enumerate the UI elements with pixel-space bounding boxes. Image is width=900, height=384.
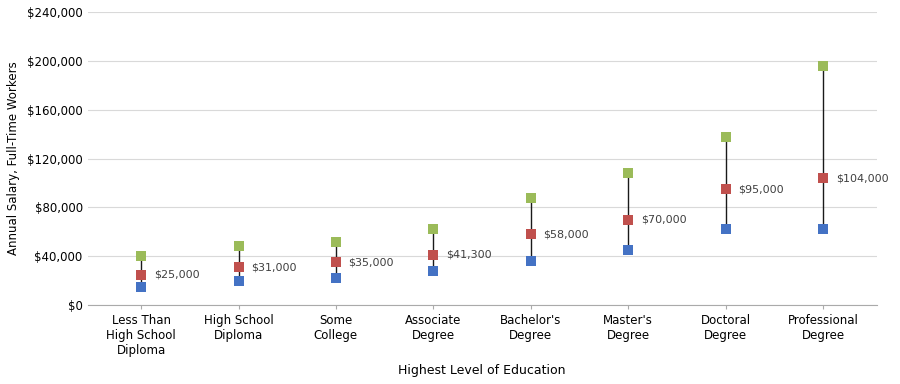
Text: $104,000: $104,000: [836, 173, 888, 183]
Text: $41,300: $41,300: [446, 250, 491, 260]
Text: $31,000: $31,000: [251, 262, 297, 272]
X-axis label: Highest Level of Education: Highest Level of Education: [399, 364, 566, 377]
Y-axis label: Annual Salary, Full-Time Workers: Annual Salary, Full-Time Workers: [7, 62, 20, 255]
Text: $58,000: $58,000: [544, 229, 589, 239]
Text: $35,000: $35,000: [348, 257, 394, 267]
Text: $70,000: $70,000: [641, 215, 687, 225]
Text: $95,000: $95,000: [738, 184, 784, 194]
Text: $25,000: $25,000: [154, 270, 200, 280]
